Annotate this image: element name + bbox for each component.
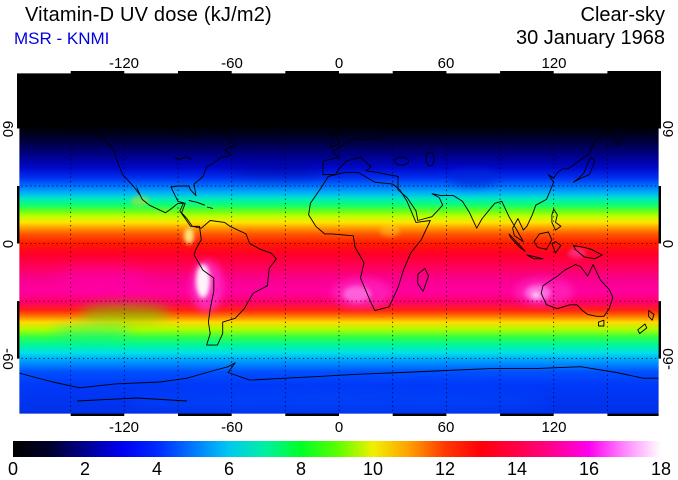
coast-great-lakes: [174, 156, 192, 161]
dose-anomaly-blobs: [52, 163, 586, 413]
coastlines: [17, 93, 661, 402]
lon-tick-bottom: 120: [541, 419, 567, 436]
coast-tasmania: [598, 319, 605, 327]
coast-caspian-sea: [425, 151, 435, 167]
colorbar-label: 2: [79, 459, 90, 479]
colorbar-label: 6: [223, 459, 234, 479]
colorbar-label: 10: [362, 459, 384, 479]
lat-tick-right: -60: [660, 348, 677, 370]
lon-tick-top: 60: [437, 55, 455, 72]
coast-antarctica: [17, 362, 661, 389]
uv-dose-world-map: [17, 71, 661, 416]
coast-australia: [540, 264, 614, 317]
sky-condition-label: Clear-sky: [580, 4, 665, 26]
coast-philippines: [551, 208, 562, 231]
date-label: 30 January 1968: [515, 27, 665, 49]
colorbar-label: 8: [295, 459, 306, 479]
colorbar-label: 18: [650, 459, 672, 479]
lon-tick-top: -60: [221, 55, 243, 72]
hotspot-south-pacific: [57, 266, 147, 290]
coast-black-sea: [394, 156, 410, 166]
coast-japan: [572, 156, 596, 183]
lowspot-tibet: [450, 169, 498, 187]
lat-tick-left: 60: [0, 120, 16, 138]
map-frame: [17, 71, 661, 416]
lon-tick-bottom: -120: [108, 419, 140, 436]
hotspot-australia-white: [532, 292, 540, 298]
lat-tick-right: 60: [660, 120, 677, 138]
coast-madagascar: [417, 267, 429, 292]
colorbar-gradient: [13, 441, 661, 457]
lon-tick-top: 0: [334, 55, 344, 72]
lon-tick-top: 120: [541, 55, 567, 72]
data-source-label: MSR - KNMI: [14, 29, 110, 48]
anomaly-north-atlantic: [232, 163, 322, 179]
coast-sumatra: [508, 233, 526, 252]
lon-tick-top: -120: [108, 55, 140, 72]
coast-britain: [327, 131, 340, 149]
grid-lines: [17, 71, 661, 416]
lon-tick-bottom: 0: [334, 419, 344, 436]
hotspot-southern-africa-core: [343, 286, 371, 302]
coast-new-guinea: [572, 244, 603, 260]
coast-africa: [308, 172, 431, 312]
coast-ross-shelf: [76, 397, 188, 402]
lon-tick-bottom: -60: [221, 419, 243, 436]
hotspot-new-guinea: [568, 248, 586, 258]
colorbar-label: 16: [578, 459, 600, 479]
hotspot-andes-white: [196, 264, 210, 298]
colorbar-label: 0: [7, 459, 18, 479]
anomaly-se-pacific-green: [80, 304, 170, 324]
coast-java: [526, 254, 544, 260]
anomaly-se-pacific-cyan: [52, 324, 132, 342]
coast-sulawesi: [551, 241, 562, 254]
coast-borneo: [533, 231, 553, 250]
page-title: Vitamin-D UV dose (kJ/m2): [25, 4, 272, 26]
hotspot-colombia: [184, 228, 194, 244]
lat-tick-left: -60: [0, 348, 16, 370]
coast-americas: [38, 106, 277, 346]
coast-cuba: [188, 199, 214, 209]
lat-tick-left: 0: [0, 239, 16, 249]
header-right: Clear-sky 30 January 1968: [516, 4, 665, 50]
coast-new-zealand: [637, 310, 655, 335]
colorbar-label: 4: [151, 459, 162, 479]
lon-tick-bottom: 60: [437, 419, 455, 436]
lat-tick-right: 0: [660, 239, 677, 249]
colorbar-label: 14: [506, 459, 528, 479]
map-plot: [17, 71, 661, 416]
colorbar-label: 12: [434, 459, 456, 479]
coast-greenland: [240, 93, 304, 129]
coast-eurasia: [322, 95, 660, 243]
hotspot-mexico-plateau: [131, 196, 149, 206]
hotspot-east-africa: [380, 225, 400, 237]
coast-iceland: [299, 116, 315, 124]
